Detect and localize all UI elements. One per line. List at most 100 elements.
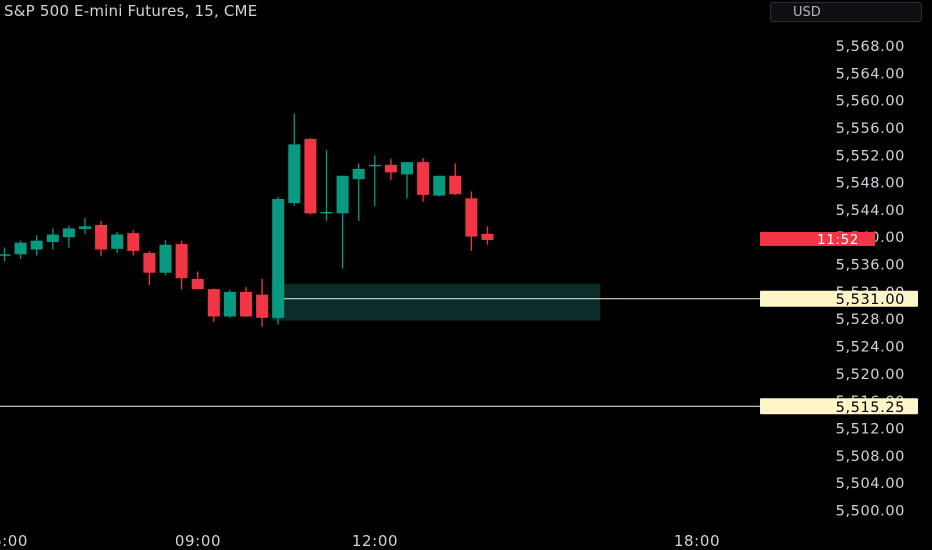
candle (127, 230, 140, 256)
candle-body (304, 138, 317, 214)
candle-body (127, 233, 140, 251)
candle-body (30, 240, 43, 250)
candle (159, 239, 172, 276)
time-axis[interactable]: 6:00 09:00 12:00 18:00 (0, 532, 720, 550)
candle-body (288, 144, 301, 204)
candle-body (256, 294, 269, 318)
level-price-badge: 5,515.25 (760, 398, 918, 416)
candle (95, 220, 108, 257)
time-tick-label: 09:00 (175, 532, 221, 550)
candle (304, 138, 317, 215)
candle (336, 175, 349, 269)
price-tick-label: 5,564.00 (836, 66, 905, 82)
candle-body (14, 242, 27, 255)
candle-body (481, 233, 494, 240)
candle (46, 228, 59, 250)
level-badge-bg (760, 398, 918, 415)
price-tick-label: 5,520.00 (836, 367, 905, 383)
candle (143, 250, 156, 286)
candle (62, 225, 75, 248)
countdown-badge-bg (760, 231, 875, 246)
chart-title: S&P 500 E-mini Futures, 15, CME (4, 2, 258, 20)
candle (79, 218, 91, 234)
price-tick-label: 5,528.00 (836, 312, 905, 328)
countdown-badge: 11:52 (760, 231, 875, 248)
candle (272, 196, 285, 325)
candle-body (0, 254, 11, 256)
candle-body (272, 198, 285, 318)
price-tick-label: 5,556.00 (836, 121, 905, 137)
candle-body (336, 175, 349, 214)
candle-body (417, 162, 430, 195)
price-tick-label: 5,552.00 (836, 148, 905, 164)
candle (223, 289, 236, 318)
candle-body (401, 162, 413, 175)
level-price-badge: 5,531.00 (760, 290, 918, 308)
level-lines-layer (0, 298, 760, 407)
candle (384, 158, 397, 180)
candle-body (79, 226, 91, 230)
time-tick-label: 18:00 (674, 532, 720, 550)
candle-body (111, 234, 124, 249)
candle (288, 113, 301, 206)
candle-body (62, 228, 75, 238)
candle (175, 240, 188, 290)
candle (14, 240, 27, 260)
time-tick-label: 6:00 (0, 532, 28, 550)
time-tick-label: 12:00 (352, 532, 398, 550)
price-axis[interactable]: 5,568.00 5,564.00 5,560.00 5,556.00 5,552.00… (836, 39, 905, 519)
candle (320, 149, 333, 221)
price-tick-label: 5,560.00 (836, 94, 905, 110)
candle-body (320, 211, 333, 214)
candle (256, 278, 269, 327)
candle (30, 235, 43, 256)
price-tick-label: 5,500.00 (836, 503, 905, 519)
candle (111, 231, 124, 253)
price-tick-label: 5,544.00 (836, 203, 905, 219)
candle-body (159, 244, 172, 273)
price-badges-layer: 5,531.00 5,515.25 11:52 (760, 231, 918, 416)
candle-body (368, 164, 381, 167)
candle (449, 163, 462, 195)
price-tick-label: 5,536.00 (836, 258, 905, 274)
candle (433, 175, 446, 197)
candle-body (384, 164, 397, 173)
candle (465, 191, 478, 251)
candle (352, 163, 365, 221)
candle-body (143, 252, 156, 273)
price-tick-label: 5,524.00 (836, 340, 905, 356)
candle-body (191, 278, 204, 290)
candle-body (352, 168, 365, 180)
level-badge-label: 5,515.25 (836, 400, 905, 416)
candle (240, 287, 252, 318)
level-badge-label: 5,531.00 (836, 292, 905, 308)
demand-zone (272, 283, 601, 321)
countdown-label: 11:52 (817, 232, 859, 248)
demand-zone-layer (272, 283, 601, 321)
candle-body (240, 291, 252, 317)
candle (401, 162, 413, 199)
level-badge-bg (760, 290, 918, 307)
price-tick-label: 5,504.00 (836, 476, 905, 492)
price-tick-label: 5,512.00 (836, 421, 905, 437)
price-tick-label: 5,548.00 (836, 176, 905, 192)
candle-body (223, 291, 236, 317)
candle (417, 158, 430, 202)
candle-body (95, 224, 108, 250)
candle (0, 247, 11, 262)
candle (207, 288, 220, 322)
candle (481, 226, 494, 245)
candle-body (207, 289, 220, 317)
candle-body (433, 175, 446, 196)
candle (368, 155, 381, 207)
candle-body (46, 234, 59, 243)
candle-body (465, 198, 478, 237)
candle-body (449, 175, 462, 195)
price-tick-label: 5,508.00 (836, 449, 905, 465)
price-tick-label: 5,568.00 (836, 39, 905, 55)
currency-button[interactable]: USD (770, 2, 922, 22)
candle (191, 271, 204, 290)
candle-body (175, 244, 188, 279)
candles-layer (0, 113, 494, 327)
